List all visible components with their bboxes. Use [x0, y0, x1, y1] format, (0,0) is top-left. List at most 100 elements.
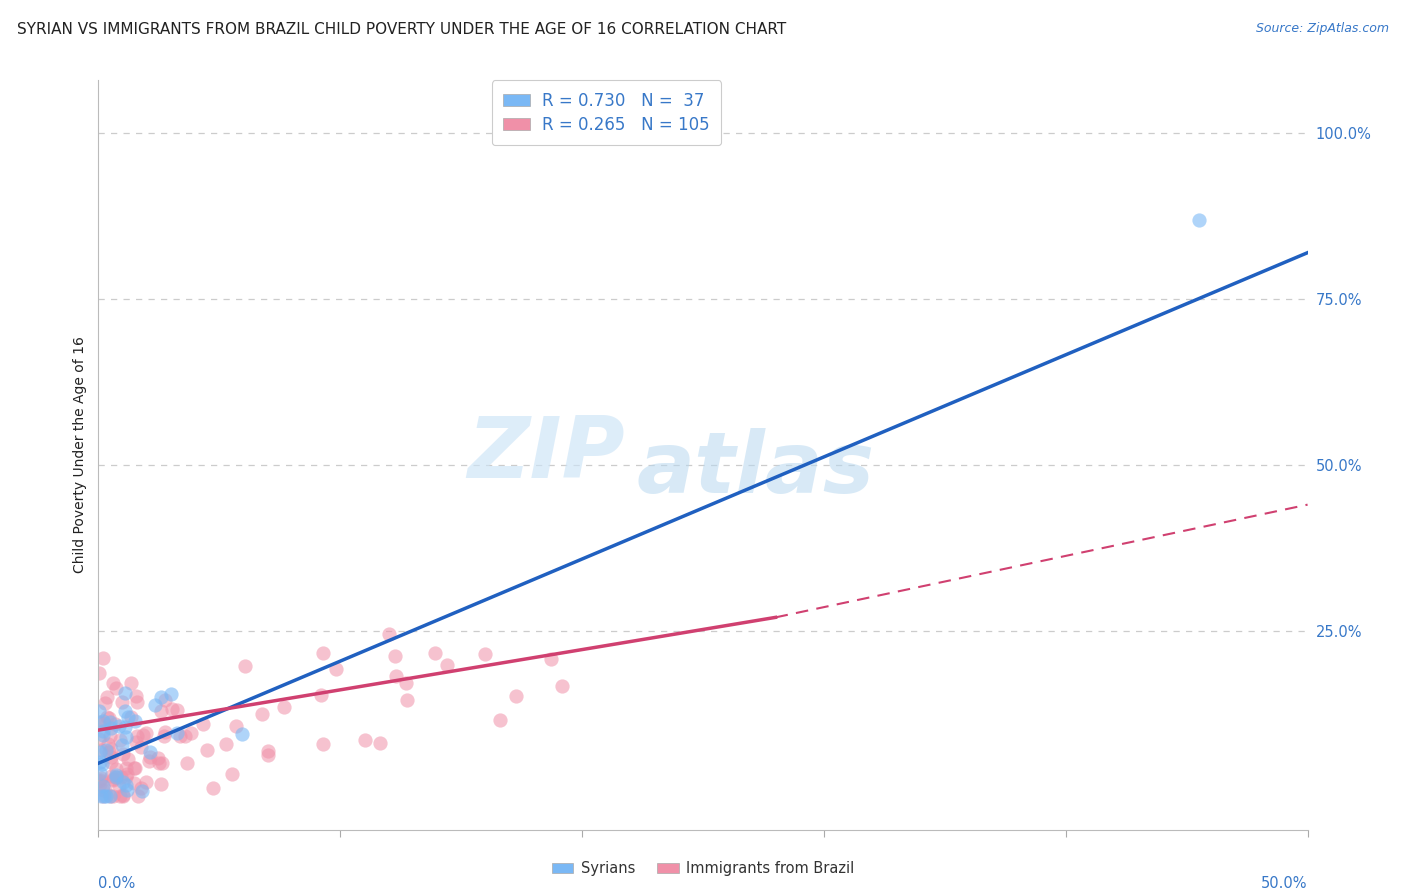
Point [395, 676, 418, 690]
Point [425, 646, 447, 660]
Point [93, 789, 115, 804]
Point [124, 776, 146, 790]
Point [233, 659, 256, 673]
Point [474, 647, 496, 661]
Text: atlas: atlas [637, 428, 875, 511]
Point [108, 779, 131, 793]
Point [354, 733, 377, 747]
Point [104, 770, 127, 784]
Point [312, 737, 335, 751]
Text: 0.0%: 0.0% [98, 876, 135, 891]
Point [110, 789, 132, 804]
Point [104, 681, 127, 695]
Point [489, 713, 512, 727]
Point [150, 705, 173, 719]
Point [93, 715, 115, 730]
Point [384, 648, 406, 663]
Point [111, 788, 134, 802]
Point [166, 703, 188, 717]
Point [89, 765, 111, 780]
Point [311, 647, 333, 661]
Point [108, 733, 131, 747]
Point [93, 789, 115, 804]
Point [104, 770, 127, 784]
Point [139, 745, 162, 759]
Point [94, 789, 117, 804]
Point [153, 725, 176, 739]
Point [129, 781, 152, 796]
Point [173, 729, 195, 743]
Point [114, 704, 136, 718]
Point [104, 763, 127, 777]
Point [89, 665, 111, 680]
Point [396, 692, 419, 706]
Point [191, 716, 214, 731]
Point [96, 710, 118, 724]
Point [150, 690, 173, 704]
Point [98, 789, 121, 804]
Point [176, 756, 198, 771]
Point [101, 772, 124, 787]
Point [135, 775, 157, 789]
Point [231, 727, 253, 741]
Point [125, 689, 148, 703]
Point [385, 669, 408, 683]
Point [91, 779, 114, 793]
Point [132, 728, 155, 742]
Point [122, 761, 145, 775]
Text: SYRIAN VS IMMIGRANTS FROM BRAZIL CHILD POVERTY UNDER THE AGE OF 16 CORRELATION C: SYRIAN VS IMMIGRANTS FROM BRAZIL CHILD P… [17, 22, 786, 37]
Point [117, 752, 139, 766]
Point [149, 776, 172, 790]
Point [104, 768, 127, 782]
Point [273, 699, 295, 714]
Point [225, 719, 247, 733]
Point [114, 730, 136, 744]
Point [125, 735, 148, 749]
Point [101, 675, 124, 690]
Point [160, 702, 183, 716]
Point [215, 738, 238, 752]
Text: ZIP: ZIP [467, 413, 624, 497]
Point [131, 784, 153, 798]
Point [221, 767, 243, 781]
Point [89, 745, 111, 759]
Point [325, 662, 347, 676]
Point [540, 652, 562, 666]
Point [148, 756, 170, 771]
Point [120, 676, 142, 690]
Point [160, 687, 183, 701]
Point [150, 756, 173, 770]
Point [115, 767, 138, 781]
Point [135, 726, 157, 740]
Point [111, 775, 134, 789]
Point [201, 780, 224, 795]
Point [1188, 212, 1211, 227]
Point [98, 711, 121, 725]
Point [257, 743, 280, 757]
Point [89, 777, 111, 791]
Point [195, 743, 218, 757]
Point [91, 724, 114, 739]
Legend: Syrians, Immigrants from Brazil: Syrians, Immigrants from Brazil [546, 855, 860, 882]
Point [89, 773, 111, 788]
Point [89, 732, 111, 747]
Point [309, 688, 332, 702]
Point [153, 692, 176, 706]
Legend: R = 0.730   N =  37, R = 0.265   N = 105: R = 0.730 N = 37, R = 0.265 N = 105 [492, 80, 721, 145]
Point [91, 651, 114, 665]
Point [104, 717, 127, 731]
Point [94, 743, 117, 757]
Point [98, 729, 121, 743]
Point [98, 715, 121, 730]
Point [100, 749, 122, 764]
Point [166, 725, 188, 739]
Point [127, 789, 149, 804]
Point [124, 714, 146, 728]
Point [101, 789, 124, 804]
Point [551, 679, 574, 693]
Point [125, 695, 148, 709]
Point [87, 774, 110, 789]
Point [180, 725, 202, 739]
Point [96, 690, 118, 705]
Point [98, 789, 121, 804]
